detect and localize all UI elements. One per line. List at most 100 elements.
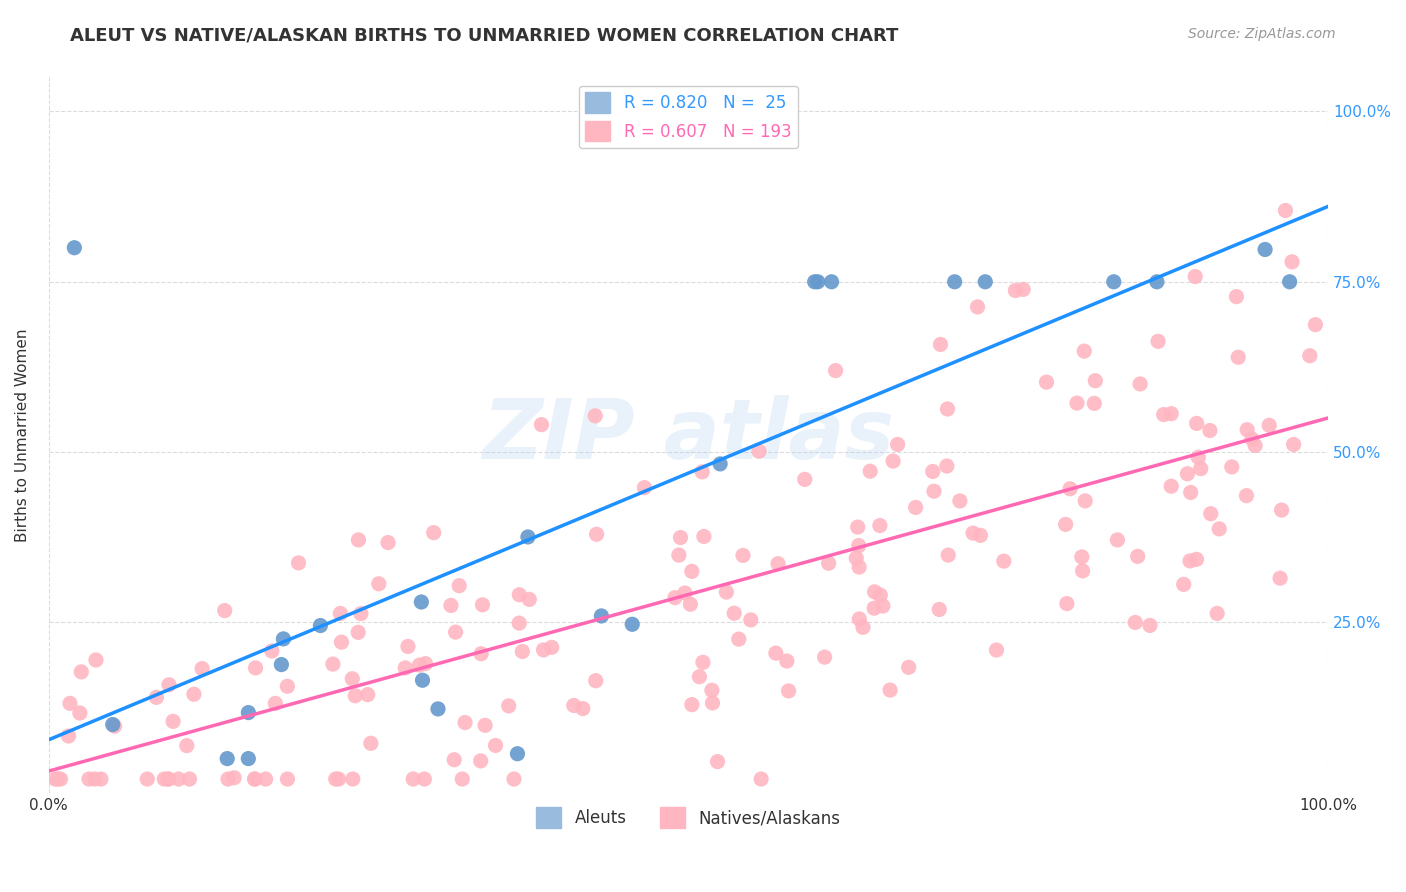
Point [928,602,950,616]
Point [974,275,997,289]
Point [176,739,198,753]
Point [692,656,714,670]
Point [70,665,93,679]
Point [1160,407,1182,421]
Point [859,464,882,478]
Point [245,661,267,675]
Point [357,688,380,702]
Point [886,437,908,451]
Text: ALEUT VS NATIVE/ALASKAN BIRTHS TO UNMARRIED WOMEN CORRELATION CHART: ALEUT VS NATIVE/ALASKAN BIRTHS TO UNMARR… [70,27,898,45]
Point [700,683,723,698]
Point [793,472,815,486]
Point [723,606,745,620]
Point [413,772,436,786]
Point [935,458,957,473]
Point [243,772,266,786]
Point [394,661,416,675]
Point [90,772,112,786]
Point [813,650,835,665]
Point [58,729,80,743]
Point [443,753,465,767]
Point [342,772,364,786]
Point [879,683,901,698]
Point [1187,450,1209,465]
Point [740,613,762,627]
Point [1244,438,1267,452]
Point [993,554,1015,568]
Point [1282,437,1305,451]
Point [238,706,260,720]
Point [276,679,298,693]
Point [583,409,606,423]
Point [1268,571,1291,585]
Point [367,576,389,591]
Point [254,772,277,786]
Point [422,525,444,540]
Point [471,598,494,612]
Point [84,653,107,667]
Point [347,625,370,640]
Point [872,599,894,613]
Point [1254,243,1277,257]
Point [1071,564,1094,578]
Point [238,751,260,765]
Point [1059,482,1081,496]
Point [824,363,846,377]
Point [276,772,298,786]
Y-axis label: Births to Unmarried Women: Births to Unmarried Women [15,328,30,541]
Point [1189,461,1212,475]
Point [540,640,562,655]
Point [328,772,350,786]
Text: ZIP atlas: ZIP atlas [482,394,894,475]
Point [765,646,787,660]
Point [1084,374,1107,388]
Point [454,715,477,730]
Point [157,772,180,786]
Point [1299,349,1322,363]
Point [986,643,1008,657]
Point [287,556,309,570]
Point [1070,549,1092,564]
Point [709,457,731,471]
Point [669,531,692,545]
Point [104,719,127,733]
Point [530,417,553,432]
Point [484,739,506,753]
Point [690,465,713,479]
Point [517,592,540,607]
Point [408,658,430,673]
Point [943,275,966,289]
Point [377,535,399,549]
Point [1220,459,1243,474]
Point [156,772,179,786]
Point [162,714,184,729]
Point [214,604,236,618]
Point [776,654,799,668]
Point [585,673,607,688]
Point [510,644,533,658]
Point [706,755,728,769]
Point [1178,554,1201,568]
Point [1107,533,1129,547]
Point [470,754,492,768]
Point [749,772,772,786]
Point [845,551,868,566]
Point [966,300,988,314]
Point [869,518,891,533]
Point [921,465,943,479]
Point [869,588,891,602]
Point [929,337,952,351]
Point [77,772,100,786]
Point [1180,485,1202,500]
Point [807,275,830,289]
Point [817,556,839,570]
Point [1236,423,1258,437]
Point [470,647,492,661]
Point [591,609,613,624]
Point [243,772,266,786]
Point [1278,275,1301,289]
Point [949,494,972,508]
Point [449,579,471,593]
Point [803,275,825,289]
Point [1173,577,1195,591]
